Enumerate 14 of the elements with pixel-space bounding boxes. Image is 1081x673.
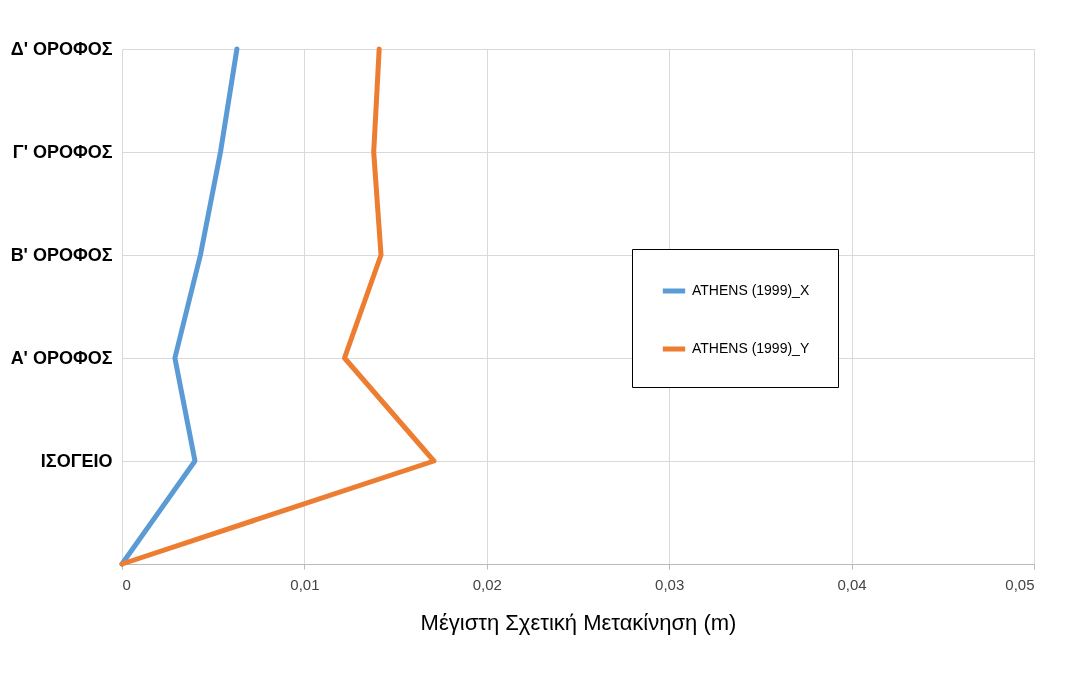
legend-label: ATHENS (1999)_X bbox=[692, 282, 810, 298]
y-tick-label: Δ' ΟΡΟΦΟΣ bbox=[10, 38, 113, 59]
x-tick-label: 0,01 bbox=[290, 575, 320, 593]
y-tick-label: Γ' ΟΡΟΦΟΣ bbox=[12, 141, 113, 162]
y-tick-label: ΙΣΟΓΕΙΟ bbox=[40, 450, 113, 471]
x-tick-label: 0 bbox=[122, 575, 131, 593]
y-tick-label: Α' ΟΡΟΦΟΣ bbox=[10, 347, 113, 368]
x-tick-label: 0,05 bbox=[1005, 575, 1035, 593]
x-tick-label: 0,02 bbox=[472, 575, 502, 593]
legend-label: ATHENS (1999)_Y bbox=[692, 340, 810, 356]
x-tick-label: 0,04 bbox=[837, 575, 867, 593]
x-tick-label: 0,03 bbox=[655, 575, 685, 593]
y-tick-label: Β' ΟΡΟΦΟΣ bbox=[10, 244, 113, 265]
x-axis-title: Μέγιστη Σχετική Μετακίνηση (m) bbox=[420, 609, 737, 635]
